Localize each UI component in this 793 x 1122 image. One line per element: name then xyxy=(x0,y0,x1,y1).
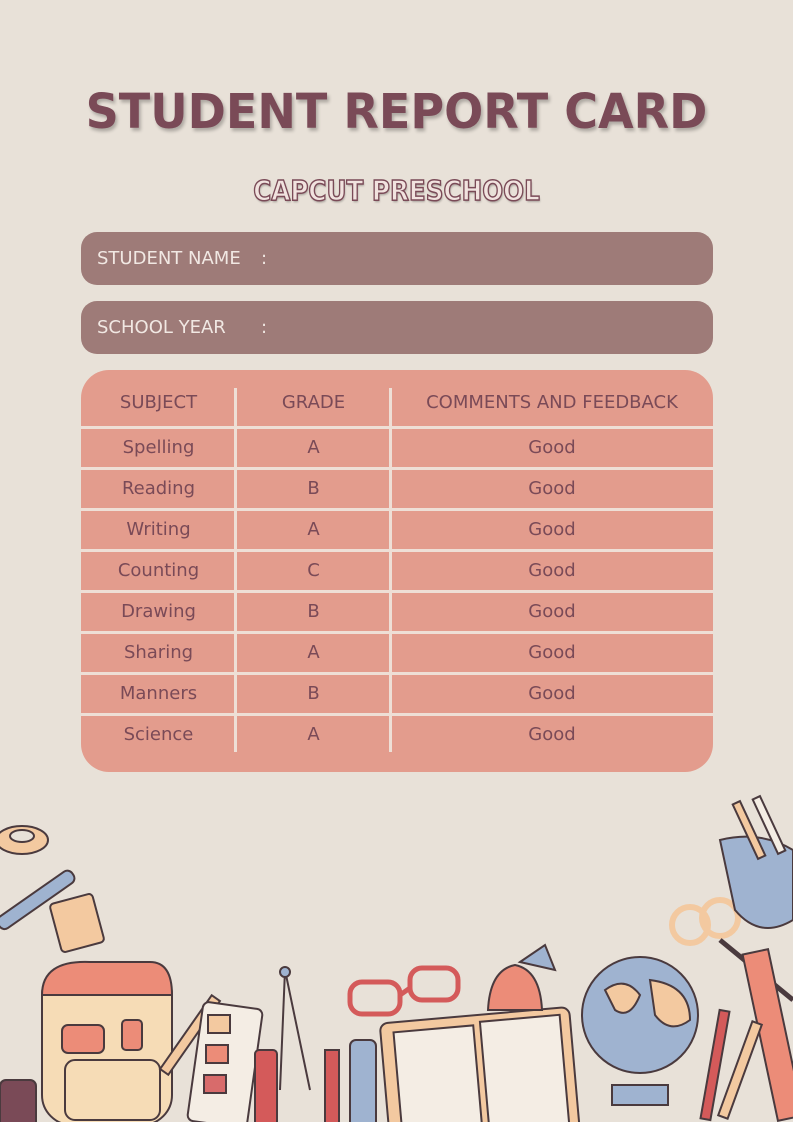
notebook-icon xyxy=(379,1006,581,1122)
ink-bottle-icon xyxy=(0,1079,37,1122)
cell-subject: Sharing xyxy=(123,642,194,663)
cell-grade: C xyxy=(307,560,320,581)
row-divider xyxy=(81,631,713,634)
column-divider xyxy=(234,388,237,752)
row-divider xyxy=(81,672,713,675)
header-comments: COMMENTS AND FEEDBACK xyxy=(426,392,678,413)
row-divider xyxy=(81,426,713,429)
student-name-field[interactable]: STUDENT NAME : xyxy=(81,232,713,285)
cell-subject: Writing xyxy=(126,519,191,540)
school-year-field[interactable]: SCHOOL YEAR : xyxy=(81,301,713,354)
crayon-icon xyxy=(324,1049,340,1122)
cell-subject: Reading xyxy=(121,478,196,499)
glue-icon xyxy=(349,1039,377,1122)
school-supplies-illustration xyxy=(0,794,793,1122)
pens-icon xyxy=(699,1008,764,1122)
cell-grade: A xyxy=(307,519,320,540)
grades-table: SUBJECT GRADE COMMENTS AND FEEDBACK Spel… xyxy=(81,370,713,772)
bell-icon xyxy=(486,943,557,1011)
row-divider xyxy=(81,590,713,593)
row-divider xyxy=(81,713,713,716)
header-grade: GRADE xyxy=(281,392,346,413)
cell-grade: B xyxy=(307,478,320,499)
school-name: CAPCUT PRESCHOOL xyxy=(253,173,541,208)
tape-icon xyxy=(0,825,49,855)
field-colon: : xyxy=(261,317,268,338)
column-divider xyxy=(389,388,392,752)
pencil-cup-icon xyxy=(718,794,793,929)
cell-comment: Good xyxy=(528,437,576,458)
school-year-label: SCHOOL YEAR xyxy=(97,317,226,338)
cell-subject: Spelling xyxy=(122,437,195,458)
cell-subject: Manners xyxy=(119,683,198,704)
cell-grade: A xyxy=(307,724,320,745)
cell-comment: Good xyxy=(528,642,576,663)
cell-comment: Good xyxy=(528,478,576,499)
pen-icon xyxy=(0,869,76,931)
glasses-icon xyxy=(347,965,461,1017)
cell-subject: Science xyxy=(123,724,194,745)
field-colon: : xyxy=(261,248,268,269)
cell-grade: B xyxy=(307,683,320,704)
page-title: STUDENT REPORT CARD xyxy=(85,84,708,140)
cell-comment: Good xyxy=(528,601,576,622)
cell-comment: Good xyxy=(528,724,576,745)
globe-icon xyxy=(581,956,699,1106)
cell-grade: A xyxy=(307,642,320,663)
paint-tube-icon xyxy=(254,1049,278,1122)
row-divider xyxy=(81,467,713,470)
cell-comment: Good xyxy=(528,683,576,704)
cell-subject: Counting xyxy=(117,560,200,581)
cell-comment: Good xyxy=(528,560,576,581)
row-divider xyxy=(81,508,713,511)
header-subject: SUBJECT xyxy=(119,392,198,413)
backpack-icon xyxy=(40,960,174,1122)
row-divider xyxy=(81,549,713,552)
cell-subject: Drawing xyxy=(121,601,196,622)
ruler-icon xyxy=(741,947,793,1122)
compass-icon xyxy=(279,966,311,1091)
cell-grade: B xyxy=(307,601,320,622)
sharpener-icon xyxy=(49,893,105,953)
cell-grade: A xyxy=(307,437,320,458)
student-name-label: STUDENT NAME xyxy=(97,248,241,269)
cell-comment: Good xyxy=(528,519,576,540)
